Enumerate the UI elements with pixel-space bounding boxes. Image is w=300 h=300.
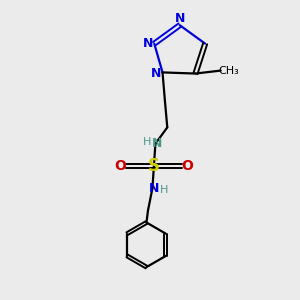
- Text: N: N: [152, 137, 162, 150]
- Text: O: O: [182, 159, 194, 173]
- Text: H: H: [143, 137, 151, 147]
- Text: N: N: [149, 182, 159, 195]
- Text: N: N: [175, 12, 185, 25]
- Text: O: O: [114, 159, 126, 173]
- Text: N: N: [151, 68, 161, 80]
- Text: H: H: [160, 185, 168, 195]
- Text: N: N: [143, 37, 154, 50]
- Text: CH₃: CH₃: [219, 66, 239, 76]
- Text: S: S: [148, 157, 160, 175]
